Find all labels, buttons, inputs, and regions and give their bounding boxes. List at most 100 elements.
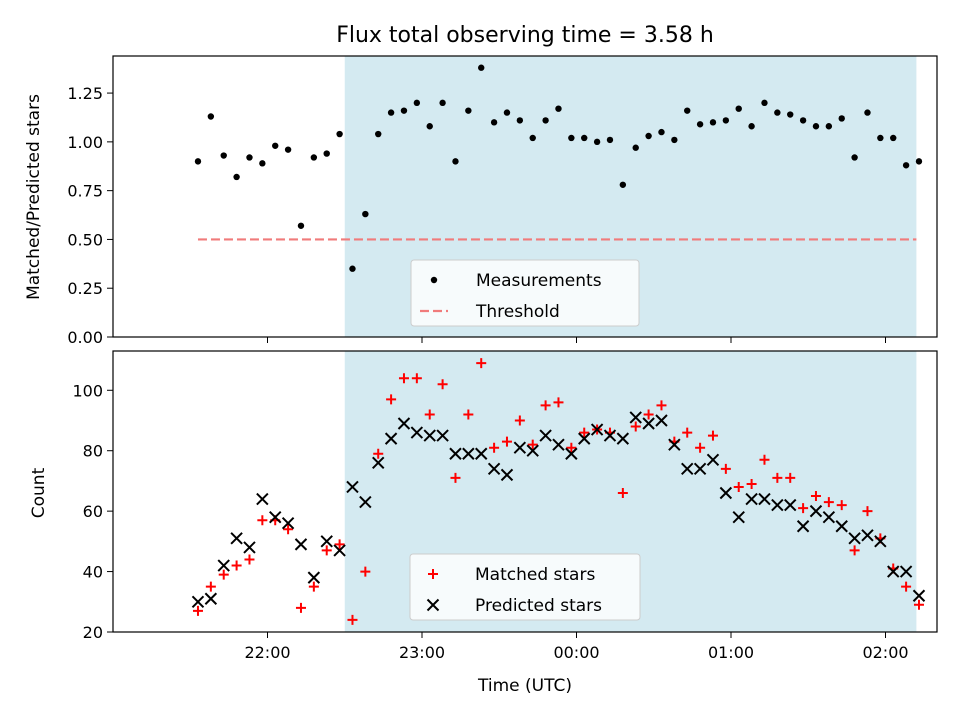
data-point <box>218 569 229 580</box>
data-point <box>372 456 385 470</box>
x-tick-label: 02:00 <box>862 643 908 662</box>
data-point <box>643 409 654 420</box>
data-point <box>233 173 240 181</box>
data-point <box>423 429 436 442</box>
data-point <box>359 495 372 509</box>
chart-title: Flux total observing time = 3.58 h <box>336 23 714 48</box>
data-point <box>501 436 512 447</box>
data-point <box>901 581 912 592</box>
data-point <box>307 571 321 584</box>
data-point <box>514 415 525 426</box>
data-point <box>244 554 255 565</box>
data-point <box>642 417 655 430</box>
data-point <box>810 491 821 502</box>
data-point <box>437 379 448 390</box>
data-point <box>246 154 253 161</box>
data-point <box>439 99 446 107</box>
data-point <box>542 117 549 124</box>
data-point <box>861 529 874 542</box>
data-point <box>761 99 768 107</box>
data-point <box>220 152 227 159</box>
data-point <box>877 134 884 142</box>
data-point <box>336 130 343 138</box>
data-point <box>526 444 539 457</box>
data-point <box>295 602 306 613</box>
data-point <box>207 113 215 120</box>
data-point <box>204 592 218 605</box>
data-point <box>912 589 926 602</box>
data-point <box>748 123 755 130</box>
data-point <box>682 427 693 438</box>
data-point <box>671 136 678 144</box>
data-point <box>294 538 308 551</box>
data-point <box>539 429 552 442</box>
data-point <box>645 132 652 140</box>
data-point <box>758 492 771 506</box>
data-point <box>297 222 305 229</box>
data-point <box>707 430 718 441</box>
data-point <box>398 373 409 384</box>
legend-marker <box>426 598 440 612</box>
data-point <box>619 181 627 188</box>
data-point <box>864 109 871 116</box>
data-point <box>838 115 845 122</box>
data-point <box>465 107 472 114</box>
data-point <box>452 158 459 165</box>
data-point <box>553 397 564 408</box>
data-point <box>323 150 330 157</box>
data-point <box>578 432 591 445</box>
data-point <box>684 107 691 114</box>
data-point <box>809 504 823 518</box>
axes-frame <box>112 350 938 633</box>
x-tick-label: 00:00 <box>553 643 599 662</box>
data-point <box>217 559 230 572</box>
data-point <box>475 447 488 460</box>
data-point <box>759 454 770 465</box>
data-point <box>362 210 369 218</box>
data-point <box>410 426 424 439</box>
data-point <box>194 158 202 165</box>
data-point <box>310 154 318 161</box>
data-point <box>384 432 398 445</box>
y-tick-label: 40 <box>83 563 103 582</box>
data-point <box>668 438 681 451</box>
data-point <box>568 134 575 142</box>
data-point <box>349 265 356 272</box>
x-tick-label: 23:00 <box>399 643 445 662</box>
data-point <box>720 463 731 474</box>
data-point <box>849 545 860 556</box>
data-point <box>771 498 784 512</box>
legend-marker <box>430 276 438 284</box>
data-point <box>890 134 897 142</box>
data-point <box>552 438 565 451</box>
data-point <box>772 472 783 483</box>
data-point <box>913 599 924 610</box>
data-point <box>693 462 707 476</box>
data-point <box>774 109 781 116</box>
data-point <box>706 453 720 466</box>
y-tick-label: 80 <box>83 442 103 461</box>
data-point <box>191 595 205 608</box>
data-point <box>799 117 807 124</box>
data-point <box>436 429 449 442</box>
data-point <box>655 414 668 427</box>
legend-label: Measurements <box>476 271 602 291</box>
y-tick-label: 20 <box>83 623 103 642</box>
data-point <box>629 411 642 424</box>
data-point <box>733 481 744 492</box>
data-point <box>579 427 590 438</box>
data-point <box>593 138 601 146</box>
data-point <box>476 358 487 369</box>
y-tick-label: 60 <box>83 502 103 521</box>
data-point <box>785 472 796 483</box>
data-point <box>516 117 524 124</box>
data-point <box>387 109 395 116</box>
data-point <box>835 520 848 533</box>
data-point <box>334 539 345 550</box>
data-point <box>269 510 282 524</box>
data-point <box>735 105 742 112</box>
data-point <box>745 492 758 506</box>
data-point <box>386 394 397 405</box>
data-point <box>360 566 371 577</box>
data-point <box>321 545 332 556</box>
